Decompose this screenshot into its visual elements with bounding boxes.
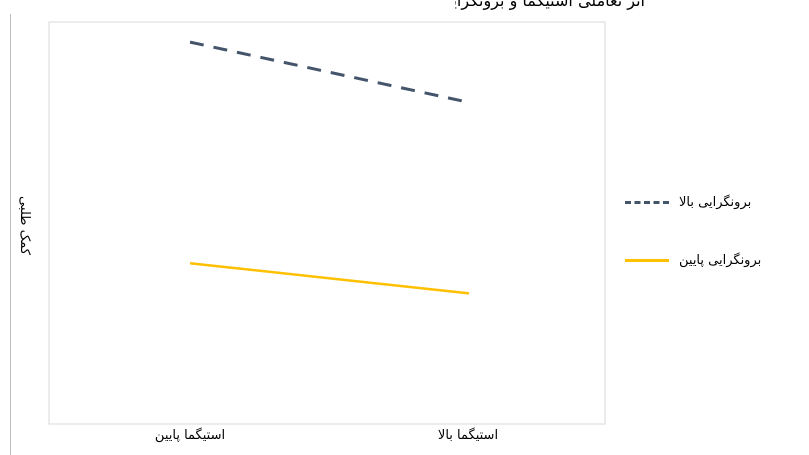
chart-title: اثر تعاملی استیگما و برونگرایی bbox=[455, 0, 645, 10]
legend-label-high-extraversion: برونگرایی بالا bbox=[679, 194, 752, 210]
legend-label-low-extraversion: برونگرایی پایین bbox=[679, 252, 762, 268]
legend-swatch-solid bbox=[625, 258, 669, 262]
x-tick-label-low-stigma: استیگما پایین bbox=[154, 428, 226, 443]
left-divider bbox=[10, 14, 11, 455]
plot-area bbox=[48, 21, 606, 425]
legend-swatch-dashed bbox=[625, 200, 669, 204]
y-axis-label: کمک طلبی bbox=[4, 175, 44, 275]
x-tick-label-high-stigma: استیگما بالا bbox=[437, 428, 499, 443]
legend-item-low-extraversion: برونگرایی پایین bbox=[625, 248, 805, 272]
legend-item-high-extraversion: برونگرایی بالا bbox=[625, 190, 805, 214]
legend: برونگرایی بالا برونگرایی پایین bbox=[625, 190, 805, 306]
series-line-low-extraversion bbox=[189, 261, 470, 295]
y-axis-label-text: کمک طلبی bbox=[16, 195, 32, 255]
series-layer bbox=[189, 40, 470, 295]
